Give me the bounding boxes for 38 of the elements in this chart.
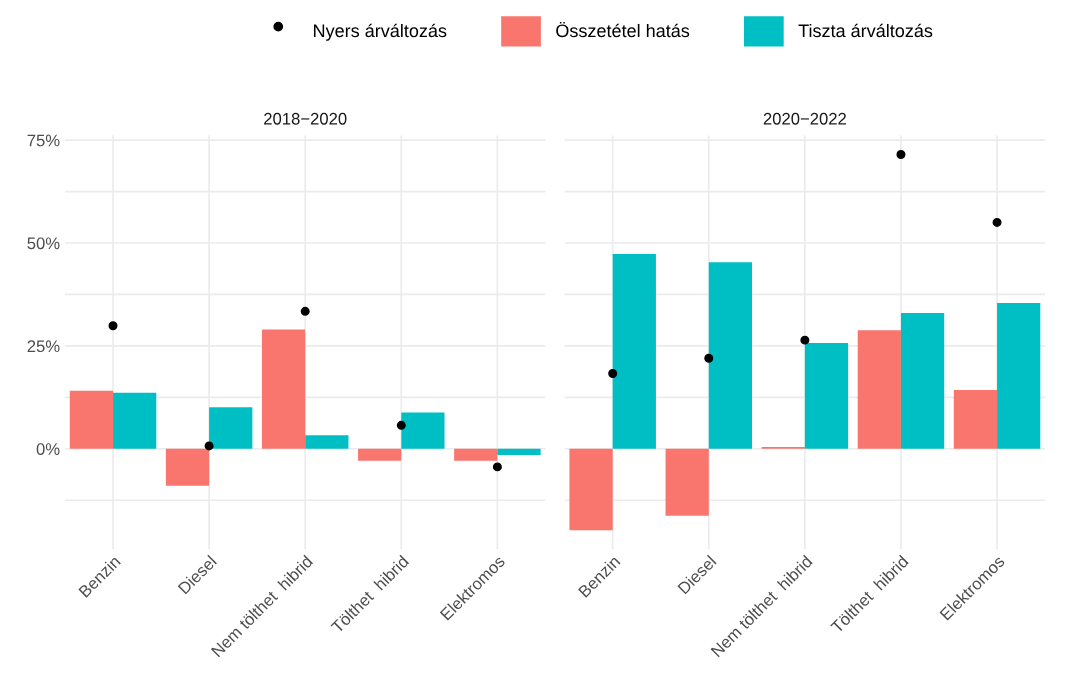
bar [804,343,849,449]
point [608,368,618,378]
y-tick-label: 0% [36,443,60,455]
bar [305,435,349,449]
legend-label: Összetétel hatás [556,21,690,38]
bar [857,330,901,449]
point [704,353,714,363]
point [800,335,810,345]
bar [569,448,613,531]
bar [113,392,157,449]
bar [497,448,541,455]
point [108,321,118,331]
bar [261,329,306,449]
point [204,441,214,451]
bar [612,254,656,449]
legend-label: Nyers árváltozás [314,23,447,41]
bar [209,407,253,449]
bar [401,412,445,449]
bar [953,389,998,449]
bar [708,262,753,449]
point [396,420,406,430]
chart-title: 2018−2020 [264,112,347,125]
bar [900,312,945,449]
bar [665,448,709,516]
bar [358,448,402,461]
y-tick-label: 25% [27,340,60,353]
bar [69,390,114,449]
point [896,150,906,160]
point [492,462,502,472]
y-tick-label: 50% [27,237,60,250]
point [992,217,1002,227]
bar [165,448,210,486]
chart-title: 2020−2022 [763,112,846,125]
y-tick-label: 75% [27,134,60,147]
legend-label: Tiszta árváltozás [798,23,933,38]
bar [454,448,498,461]
bar [997,303,1041,449]
point [300,306,310,316]
